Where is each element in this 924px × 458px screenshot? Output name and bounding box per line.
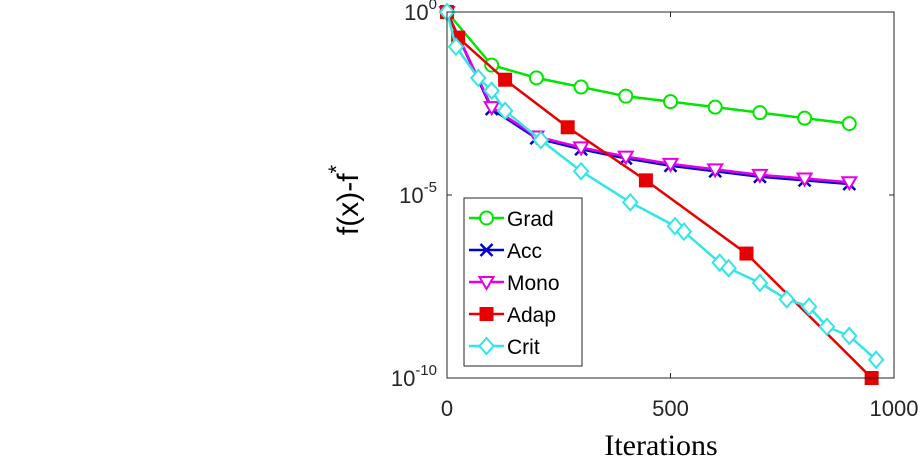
ticks-layer: 0 500 1000 100 10-5 10-10 bbox=[391, 0, 919, 421]
series-grad-line bbox=[446, 11, 850, 125]
legend-marker-crit bbox=[478, 336, 495, 356]
series-adap bbox=[440, 5, 879, 385]
series-mono-point bbox=[482, 101, 501, 117]
legend-label-mono: Mono bbox=[507, 272, 560, 295]
legend-label-grad: Grad bbox=[507, 208, 554, 231]
series-grad-point bbox=[752, 105, 768, 121]
series-crit-point bbox=[675, 222, 693, 242]
series-crit-point bbox=[496, 101, 514, 121]
series-crit-point bbox=[800, 297, 818, 317]
series-crit-point bbox=[751, 273, 769, 293]
legend-marker-adap bbox=[479, 307, 494, 321]
legend-label-adap: Adap bbox=[507, 304, 556, 327]
series-mono-point bbox=[572, 141, 590, 157]
series-grad-point bbox=[528, 70, 544, 86]
y-axis-label-sup: * bbox=[324, 164, 349, 173]
legend-marker-acc bbox=[479, 243, 494, 257]
series-grad-point bbox=[663, 94, 678, 110]
legend-entry-grad: Grad bbox=[469, 208, 554, 231]
y-axis-label: f(x)-f* bbox=[324, 164, 365, 235]
legend-entry-crit: Crit bbox=[469, 336, 540, 359]
legend-label-acc: Acc bbox=[507, 240, 542, 263]
series-mono-point bbox=[661, 157, 680, 173]
series-acc-line bbox=[445, 11, 850, 186]
series-crit-point bbox=[532, 130, 550, 150]
x-axis-label: Iterations bbox=[604, 429, 717, 458]
legend-entry-acc: Acc bbox=[469, 240, 542, 263]
legend-entry-adap: Adap bbox=[469, 304, 556, 327]
legend-label-crit: Crit bbox=[507, 336, 540, 359]
series-crit-point bbox=[720, 258, 737, 278]
series-crit-point bbox=[867, 350, 885, 370]
legend-marker-mono bbox=[477, 276, 496, 291]
y-tick-label: 10-10 bbox=[391, 362, 437, 391]
series-grad-point bbox=[797, 110, 813, 126]
series-mono-point bbox=[617, 150, 635, 166]
series-mono-point bbox=[840, 176, 859, 192]
series-mono-point bbox=[751, 168, 769, 184]
svg-text:f(x)-f*: f(x)-f* bbox=[324, 164, 365, 235]
x-tick-label: 1000 bbox=[870, 396, 919, 421]
series-grad-point bbox=[618, 88, 634, 104]
series-adap-point bbox=[638, 173, 653, 188]
series-crit-point bbox=[818, 317, 836, 337]
series-crit-point bbox=[483, 81, 501, 101]
series-crit-point bbox=[572, 161, 590, 181]
series-crit bbox=[438, 2, 885, 370]
series-mono-point bbox=[795, 172, 814, 188]
series-layer bbox=[438, 2, 885, 385]
series-crit-point bbox=[778, 289, 796, 309]
series-crit-point bbox=[469, 68, 487, 88]
series-adap-point bbox=[498, 72, 513, 87]
x-tick-label: 0 bbox=[441, 396, 453, 421]
x-tick-label: 500 bbox=[652, 396, 689, 421]
series-crit-point bbox=[840, 326, 858, 346]
legend-marker-grad bbox=[479, 210, 494, 226]
series-grad-point bbox=[573, 79, 589, 95]
series-grad-point bbox=[707, 99, 723, 115]
y-axis-label-base: f(x)-f bbox=[332, 173, 365, 235]
legend: Grad Acc Mono Adap Crit bbox=[463, 197, 583, 367]
series-adap-point bbox=[739, 246, 754, 261]
y-tick-label: 10-5 bbox=[399, 179, 437, 208]
legend-entry-mono: Mono bbox=[469, 272, 560, 295]
series-mono-line bbox=[445, 11, 850, 184]
series-crit-point bbox=[447, 37, 465, 57]
series-grad-point bbox=[841, 116, 857, 132]
series-crit-point bbox=[621, 192, 639, 212]
series-grad-point bbox=[484, 57, 500, 73]
series-mono-point bbox=[706, 163, 724, 179]
y-tick-label: 100 bbox=[404, 0, 437, 25]
series-adap-point bbox=[560, 120, 575, 135]
